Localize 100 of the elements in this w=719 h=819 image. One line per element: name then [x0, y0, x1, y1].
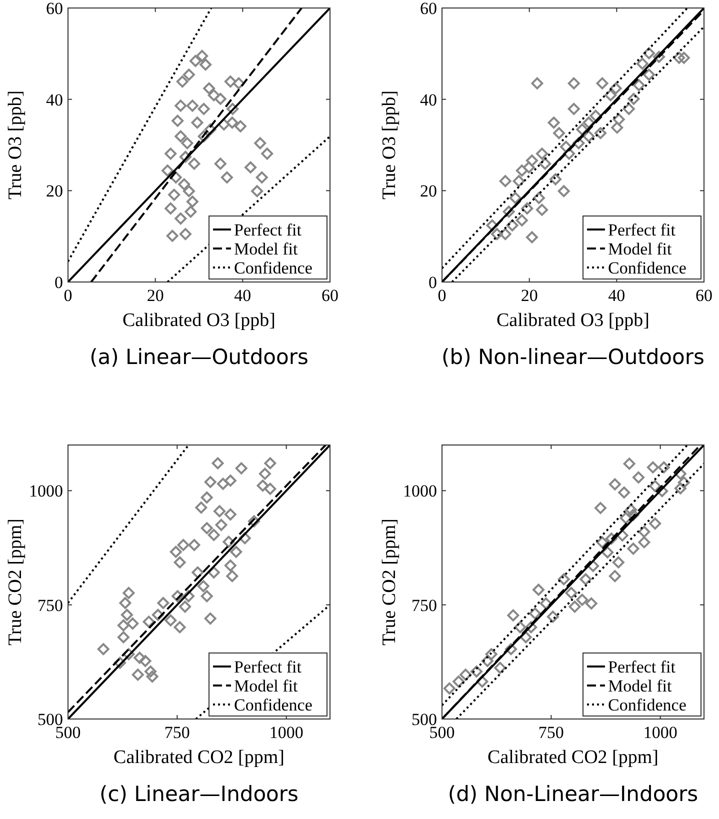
point	[649, 518, 662, 530]
point	[521, 202, 534, 214]
point	[204, 612, 216, 625]
text: (d) Non-Linear—Indoors	[448, 782, 698, 806]
point	[618, 486, 630, 498]
point	[514, 621, 526, 634]
x-axis-title: Calibrated CO2 [ppm]	[488, 747, 658, 768]
point	[224, 508, 236, 520]
legend-label: Model fit	[608, 240, 672, 258]
point	[611, 122, 624, 134]
y-tick-label: 60	[46, 0, 63, 18]
y-tick-label: 1000	[403, 482, 437, 501]
point	[576, 594, 588, 606]
point	[558, 185, 570, 198]
point	[238, 532, 251, 544]
point	[119, 597, 132, 610]
point	[178, 178, 190, 190]
point	[674, 468, 686, 480]
point	[580, 573, 592, 586]
point	[632, 471, 644, 484]
point	[658, 461, 670, 474]
point	[142, 616, 155, 628]
point	[251, 185, 264, 198]
point	[526, 154, 538, 167]
legend-label: Confidence	[234, 696, 312, 714]
point	[182, 68, 195, 81]
point	[486, 219, 498, 232]
y-tick-label: 20	[420, 182, 437, 201]
point	[642, 68, 655, 81]
point	[177, 539, 190, 552]
x-tick-label: 20	[520, 286, 538, 305]
point	[509, 192, 522, 204]
point	[170, 171, 182, 184]
point	[546, 610, 559, 623]
point	[174, 556, 186, 568]
x-axis-title: Calibrated O3 [ppb]	[122, 310, 276, 331]
point	[174, 621, 186, 634]
point	[563, 148, 576, 160]
point	[460, 668, 472, 681]
point	[164, 202, 177, 214]
point	[504, 643, 517, 656]
point	[572, 137, 585, 150]
point	[638, 526, 650, 538]
point	[565, 586, 578, 599]
point	[673, 52, 686, 64]
point	[604, 89, 617, 102]
point	[214, 505, 226, 518]
point	[582, 116, 595, 129]
y-tick-label: 0	[428, 273, 437, 292]
point	[590, 110, 602, 122]
x-tick-label: 40	[234, 286, 252, 305]
y-axis-title: True CO2 [ppm]	[379, 518, 400, 646]
point	[526, 231, 538, 244]
point	[623, 458, 636, 470]
point	[476, 676, 488, 688]
point	[97, 643, 110, 656]
point	[208, 89, 220, 102]
point	[616, 529, 628, 542]
point	[596, 77, 608, 90]
point	[174, 100, 187, 112]
point	[516, 164, 528, 177]
point	[264, 457, 276, 470]
point	[168, 188, 180, 201]
point	[499, 175, 512, 188]
point	[114, 656, 126, 669]
point	[258, 468, 271, 480]
point	[235, 462, 248, 474]
point	[532, 192, 545, 204]
legend-label: Perfect fit	[234, 220, 302, 240]
point	[208, 566, 220, 578]
y-tick-label: 0	[54, 273, 63, 292]
y-tick-label: 40	[46, 90, 63, 110]
point	[625, 504, 638, 516]
point	[162, 164, 174, 177]
point	[443, 682, 456, 694]
point	[230, 546, 242, 558]
point	[653, 50, 666, 63]
text: (a) Linear—Outdoors	[90, 345, 308, 369]
point	[254, 137, 266, 150]
point	[244, 161, 257, 174]
point	[568, 102, 580, 115]
y-tick-label: 60	[420, 0, 437, 18]
legend-label: Model fit	[234, 240, 298, 258]
x-tick-label: 40	[608, 286, 626, 305]
point	[540, 597, 552, 610]
point	[179, 600, 192, 613]
point	[170, 546, 182, 558]
legend-label: Confidence	[608, 258, 686, 278]
point	[522, 161, 535, 174]
point	[610, 82, 622, 94]
point	[620, 512, 632, 524]
point	[605, 532, 618, 545]
point	[248, 515, 260, 528]
x-axis-title: Calibrated CO2 [ppm]	[114, 747, 284, 768]
point	[198, 130, 210, 142]
point	[226, 116, 238, 129]
point	[172, 114, 184, 127]
x-tick-label: 1000	[643, 723, 678, 742]
point	[678, 476, 690, 488]
point	[174, 130, 187, 142]
